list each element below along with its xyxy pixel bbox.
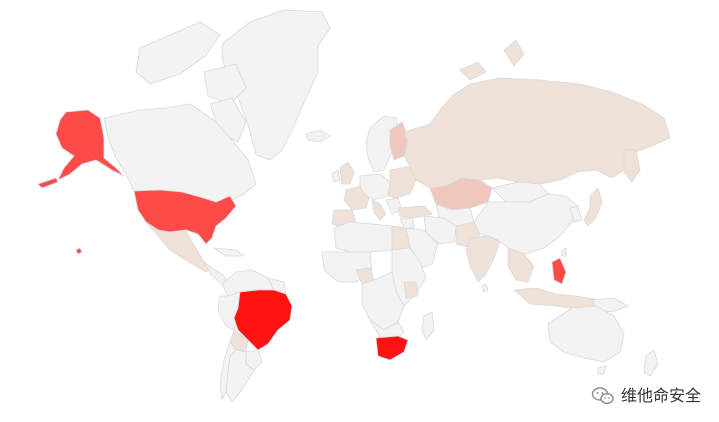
watermark-label: 维他命安全: [621, 388, 701, 404]
region-central-america: [204, 262, 228, 284]
region-philippines: [552, 258, 566, 284]
region-sri-lanka: [482, 284, 488, 292]
region-japan: [584, 188, 602, 226]
region-south-africa: [376, 336, 408, 360]
region-india: [466, 236, 500, 282]
region-australia: [548, 306, 624, 362]
region-iceland: [306, 130, 330, 142]
region-indochina: [508, 248, 534, 282]
wechat-icon: [591, 386, 615, 406]
region-uk: [340, 162, 354, 184]
region-levant: [400, 218, 414, 228]
region-novaya-zemlya: [504, 40, 524, 66]
region-caribbean: [214, 248, 244, 256]
region-aleutians: [38, 178, 58, 188]
region-new-zealand: [644, 350, 658, 376]
region-russia-north-islands: [460, 62, 486, 80]
region-italy: [372, 200, 386, 220]
region-tasmania: [598, 366, 606, 374]
region-kenya: [404, 282, 418, 298]
region-ireland: [332, 170, 340, 182]
region-hawaii: [76, 248, 82, 254]
region-taiwan: [562, 248, 566, 256]
region-madagascar: [422, 312, 434, 340]
region-kamchatka: [624, 150, 640, 182]
watermark: 维他命安全: [591, 386, 701, 406]
